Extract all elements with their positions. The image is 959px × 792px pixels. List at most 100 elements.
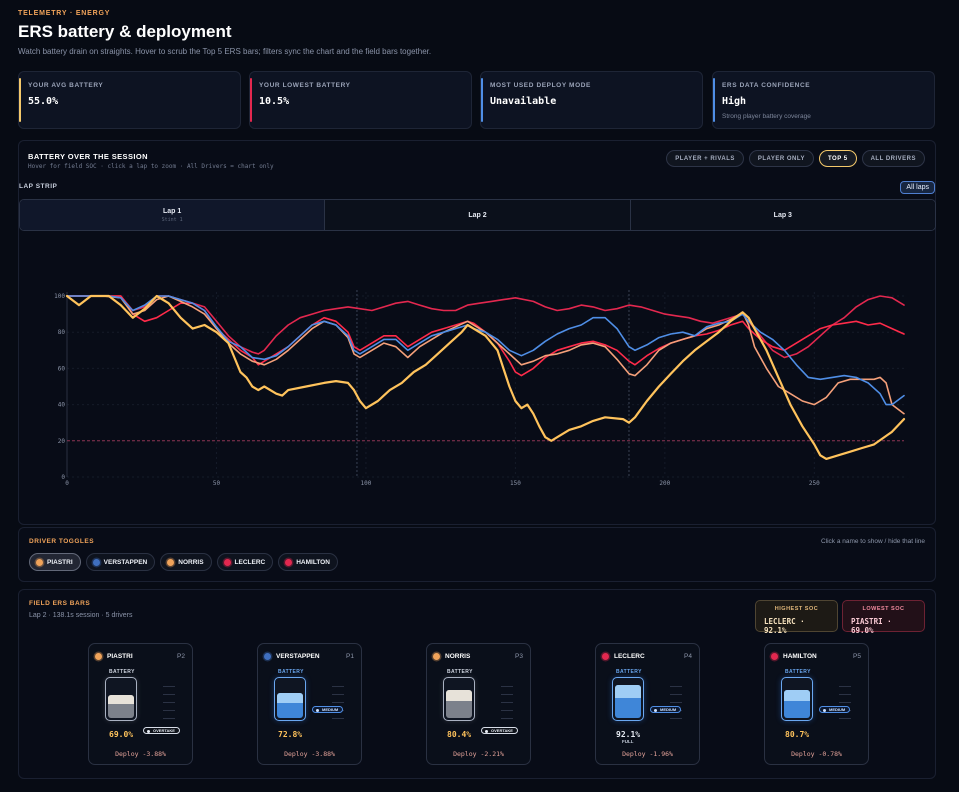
driver-toggle-label: LECLERC (234, 558, 266, 566)
battery-fill (108, 695, 134, 718)
driver-battery-card-hamilton[interactable]: HAMILTON P5 BATTERY MEDIUM 80.7% Deploy -0.78… (764, 643, 869, 765)
driver-card-header: HAMILTON (771, 653, 817, 660)
highest-soc-label: HIGHEST SOC (774, 606, 819, 612)
y-tick-label: 60 (58, 365, 66, 372)
battery-fill (446, 690, 472, 718)
driver-name: LECLERC (614, 653, 645, 660)
driver-battery-card-leclerc[interactable]: LECLERC P4 BATTERY MEDIUM 92.1% FULL Deploy -1… (595, 643, 700, 765)
driver-toggle-label: VERSTAPPEN (103, 558, 148, 566)
driver-color-dot (36, 558, 43, 566)
battery-percent: 69.0% (109, 730, 134, 739)
lap-tab-2[interactable]: Lap 2 (325, 200, 631, 230)
filter-player-only[interactable]: PLAYER ONLY (748, 150, 814, 167)
battery-label: BATTERY (109, 669, 135, 675)
driver-position: P3 (515, 653, 523, 660)
battery-cap (793, 677, 803, 678)
battery-line-chart[interactable]: 0 20 40 60 80 100 0 50 100 150 200 250 (19, 233, 935, 523)
driver-position: P4 (684, 653, 692, 660)
battery-percent: 80.4% (447, 730, 472, 739)
highest-soc-box: HIGHEST SOC LECLERC · 92.1% (755, 600, 838, 635)
deploy-delta: Deploy -2.21% (453, 750, 504, 758)
battery-fill-highlight (108, 695, 134, 705)
stat-value: High (722, 96, 747, 107)
x-tick-label: 50 (213, 480, 221, 487)
driver-toggle-verstappen[interactable]: VERSTAPPEN (85, 553, 156, 571)
stat-accent-bar (250, 78, 252, 122)
driver-name: PIASTRI (107, 653, 133, 660)
driver-name: HAMILTON (783, 653, 817, 660)
battery-cap (286, 677, 296, 678)
battery-fill-highlight (784, 690, 810, 702)
lap-label: Lap 3 (773, 211, 792, 219)
driver-position: P5 (853, 653, 861, 660)
driver-name: VERSTAPPEN (276, 653, 320, 660)
stat-label: ERS DATA CONFIDENCE (722, 82, 811, 89)
lap-stint-label: Stint 1 (161, 216, 183, 223)
driver-position: P1 (346, 653, 354, 660)
driver-toggle-leclerc[interactable]: LECLERC (216, 553, 274, 571)
driver-toggle-piastri[interactable]: PIASTRI (29, 553, 81, 571)
lap-tab-3[interactable]: Lap 3 (630, 200, 935, 230)
battery-icon (105, 677, 137, 721)
driver-card-header: NORRIS (433, 653, 470, 660)
stat-card-lowest-battery: YOUR LOWEST BATTERY 10.5% (249, 71, 472, 129)
stat-value: Unavailable (490, 96, 557, 107)
chart-filter-group: PLAYER + RIVALS PLAYER ONLY TOP 5 ALL DR… (666, 150, 925, 167)
battery-scale-ticks (485, 686, 525, 726)
driver-color-dot (223, 558, 231, 566)
driver-position: P2 (177, 653, 185, 660)
battery-icon (612, 677, 644, 721)
driver-battery-card-piastri[interactable]: PIASTRI P2 BATTERY OVERTAKE 69.0% Deploy -3.8… (88, 643, 193, 765)
driver-toggle-row: PIASTRI VERSTAPPEN NORRIS LECLERC HAMILTON (29, 553, 338, 571)
deploy-delta: Deploy -1.96% (622, 750, 673, 758)
battery-percent: 72.8% (278, 730, 303, 739)
driver-toggle-hamilton[interactable]: HAMILTON (278, 553, 338, 571)
driver-card-header: VERSTAPPEN (264, 653, 320, 660)
filter-player-rivals[interactable]: PLAYER + RIVALS (666, 150, 744, 167)
battery-fill-highlight (446, 690, 472, 702)
stat-accent-bar (481, 78, 483, 122)
stat-accent-bar (19, 78, 21, 122)
stat-note: Strong player battery coverage (722, 113, 811, 120)
deploy-mode-badge: MEDIUM (819, 706, 851, 713)
lowest-soc-value: PIASTRI · 69.0% (851, 617, 892, 635)
x-tick-label: 100 (361, 480, 372, 487)
battery-scale-ticks (147, 686, 187, 726)
lap-label: Lap 2 (468, 211, 487, 219)
driver-toggles-card: DRIVER TOGGLES Click a name to show / hi… (18, 527, 936, 582)
x-tick-label: 0 (65, 480, 69, 487)
deploy-delta: Deploy -3.88% (284, 750, 335, 758)
y-tick-label: 40 (58, 402, 66, 409)
lowest-soc-box: LOWEST SOC PIASTRI · 69.0% (842, 600, 925, 635)
deploy-delta: Deploy -3.88% (115, 750, 166, 758)
stat-card-confidence: ERS DATA CONFIDENCE High Strong player b… (712, 71, 935, 129)
series-line-verstappen (66, 295, 905, 406)
stat-accent-bar (713, 78, 715, 122)
battery-label: BATTERY (278, 669, 304, 675)
filter-all-drivers[interactable]: ALL DRIVERS (861, 150, 925, 167)
all-laps-button[interactable]: All laps (900, 181, 935, 194)
toggles-title: DRIVER TOGGLES (29, 538, 95, 545)
driver-color-dot (264, 653, 271, 660)
driver-color-dot (285, 558, 293, 566)
battery-fill-highlight (615, 685, 641, 699)
battery-fill (784, 690, 810, 718)
battery-label: BATTERY (785, 669, 811, 675)
filter-top-5[interactable]: TOP 5 (818, 150, 857, 167)
driver-battery-card-norris[interactable]: NORRIS P3 BATTERY OVERTAKE 80.4% Deploy -2.21… (426, 643, 531, 765)
driver-name: NORRIS (445, 653, 471, 660)
battery-cap (455, 677, 465, 678)
chart-title: BATTERY OVER THE SESSION (28, 152, 148, 161)
battery-fill (615, 685, 641, 718)
battery-fill (277, 693, 303, 718)
lap-strip: Lap 1 Stint 1 Lap 2 Lap 3 (19, 199, 936, 231)
stat-card-avg-battery: YOUR AVG BATTERY 55.0% (18, 71, 241, 129)
battery-label: BATTERY (447, 669, 473, 675)
series-line-norris (66, 295, 905, 415)
driver-battery-card-verstappen[interactable]: VERSTAPPEN P1 BATTERY MEDIUM 72.8% Deploy -3.… (257, 643, 362, 765)
toggles-hint: Click a name to show / hide that line (820, 538, 925, 545)
driver-color-dot (771, 653, 778, 660)
driver-toggle-norris[interactable]: NORRIS (160, 553, 212, 571)
deploy-delta: Deploy -0.78% (791, 750, 842, 758)
lap-tab-1[interactable]: Lap 1 Stint 1 (20, 200, 326, 230)
